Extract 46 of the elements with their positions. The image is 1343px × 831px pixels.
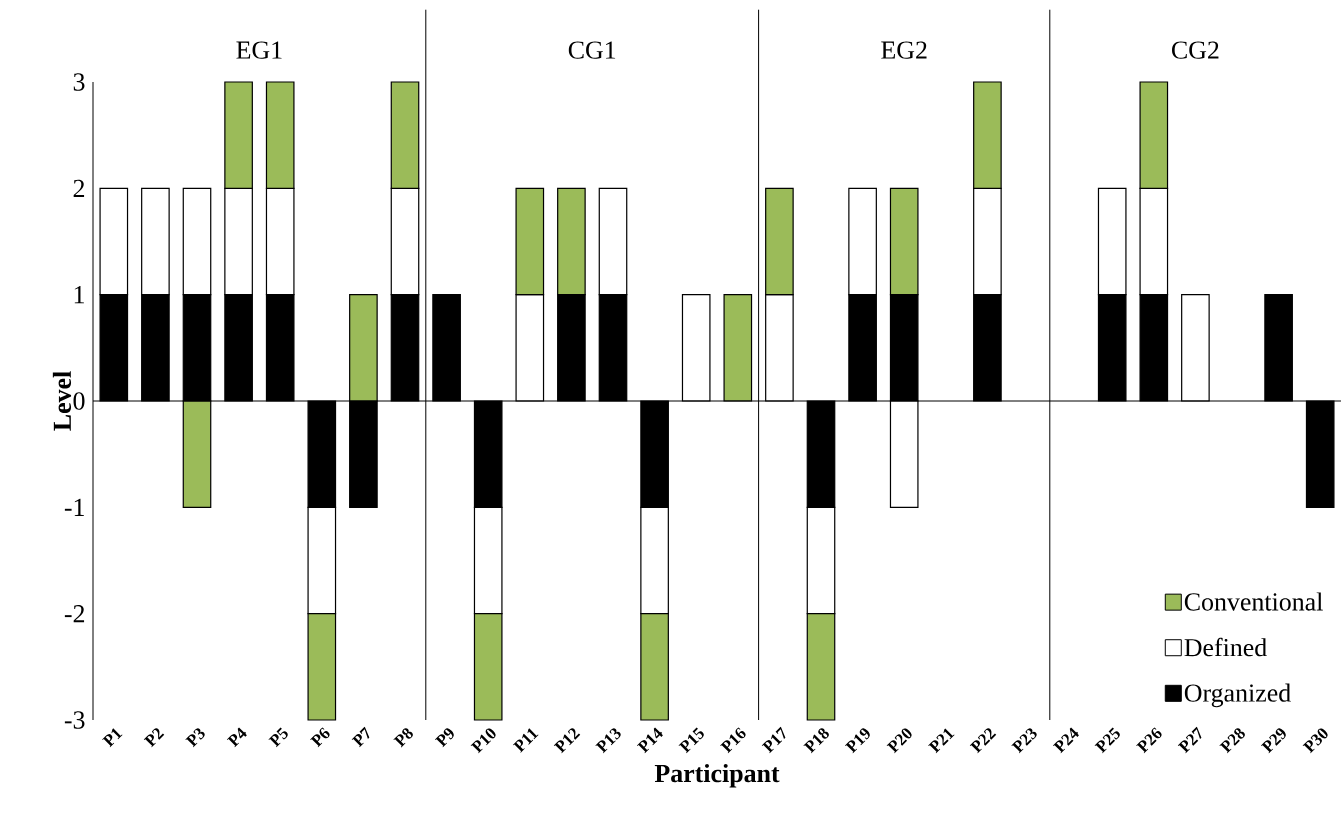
x-tick-label: P15 [678, 727, 704, 754]
y-tick-label: 2 [73, 179, 85, 197]
y-tick-label: 3 [73, 73, 85, 91]
x-axis-title: Participant [654, 763, 780, 788]
x-tick-label: P2 [143, 728, 165, 748]
y-tick-label: -3 [64, 711, 85, 729]
y-axis-title: Level [52, 371, 72, 431]
x-tick-label: P13 [595, 728, 621, 754]
x-tick-label: P21 [928, 728, 955, 754]
x-tick-label: P22 [969, 728, 997, 754]
x-tick-label: P5 [268, 727, 288, 748]
x-tick-label: P10 [470, 728, 496, 754]
x-tick-label: P20 [886, 728, 912, 754]
text: EG2 [881, 41, 927, 59]
x-tick-label: P30 [1302, 728, 1328, 754]
x-tick-label: P17 [761, 726, 786, 754]
x-tick-label: P6 [310, 727, 330, 748]
x-tick-label: P16 [720, 727, 746, 754]
legend-label: Defined [1184, 637, 1267, 657]
y-tick-label: -2 [64, 605, 85, 623]
x-tick-label: P4 [226, 727, 247, 748]
x-tick-label: P27 [1177, 726, 1202, 754]
x-tick-label: P26 [1136, 727, 1162, 754]
x-tick-label: P9 [435, 728, 454, 748]
y-tick-label: -1 [64, 498, 84, 516]
x-tick-label: P24 [1053, 727, 1079, 754]
text: EG1 [236, 41, 282, 59]
legend-label: Conventional [1184, 592, 1323, 611]
x-tick-label: P14 [636, 727, 663, 754]
x-tick-label: P18 [803, 728, 829, 754]
x-tick-label: P12 [553, 728, 581, 754]
x-tick-label: P23 [1011, 728, 1037, 754]
legend-label: Organized [1184, 683, 1291, 708]
y-tick-label: 0 [73, 392, 85, 410]
text: CG1 [568, 41, 616, 59]
y-tick-label: 1 [74, 286, 84, 304]
x-tick-label: P11 [512, 728, 539, 753]
text: CG2 [1172, 41, 1219, 59]
x-tick-label: P3 [185, 728, 205, 748]
x-tick-label: P8 [393, 728, 413, 748]
x-tick-label: P29 [1261, 728, 1286, 754]
x-tick-label: P28 [1219, 728, 1245, 754]
x-tick-label: P19 [845, 728, 870, 754]
x-tick-label: P1 [102, 728, 123, 748]
x-tick-label: P7 [351, 726, 370, 748]
x-tick-label: P25 [1094, 727, 1120, 754]
